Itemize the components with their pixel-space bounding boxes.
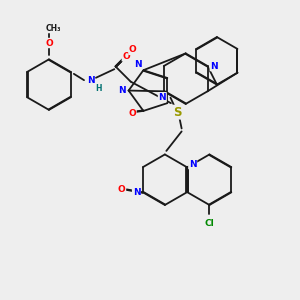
Text: N: N — [133, 188, 140, 197]
Text: N: N — [118, 86, 126, 95]
Text: N: N — [189, 160, 196, 169]
Text: O: O — [118, 185, 125, 194]
Text: S: S — [173, 106, 182, 118]
Text: O: O — [128, 109, 136, 118]
Text: H: H — [96, 84, 102, 93]
Text: Cl: Cl — [205, 219, 214, 228]
Text: N: N — [158, 93, 166, 102]
Text: O: O — [122, 52, 130, 61]
Text: O: O — [129, 45, 136, 54]
Text: CH₃: CH₃ — [46, 24, 61, 33]
Text: N: N — [87, 76, 94, 85]
Text: O: O — [45, 38, 53, 47]
Text: N: N — [210, 61, 218, 70]
Text: N: N — [134, 60, 142, 69]
